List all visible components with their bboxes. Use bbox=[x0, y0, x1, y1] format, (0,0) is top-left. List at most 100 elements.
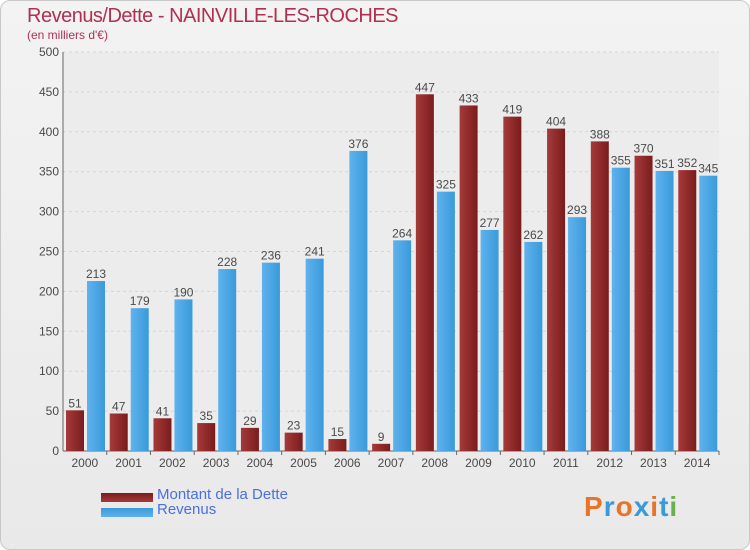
data-label-revenue: 376 bbox=[348, 137, 368, 151]
bar-revenue bbox=[524, 241, 543, 451]
logo-letter: t bbox=[659, 491, 670, 522]
data-label-revenue: 293 bbox=[567, 203, 587, 217]
data-label-revenue: 355 bbox=[611, 154, 631, 168]
bar-debt bbox=[678, 170, 697, 451]
bar-debt bbox=[284, 432, 303, 451]
x-tick-label: 2014 bbox=[684, 456, 711, 470]
bar-revenue bbox=[568, 217, 587, 451]
bar-revenue bbox=[436, 191, 455, 451]
data-label-revenue: 179 bbox=[130, 294, 150, 308]
logo-letter: o bbox=[615, 491, 634, 522]
bar-revenue bbox=[174, 299, 193, 451]
logo-letter: i bbox=[650, 491, 660, 522]
bar-debt bbox=[66, 410, 84, 451]
x-tick-label: 2001 bbox=[115, 456, 142, 470]
bar-revenue bbox=[699, 175, 718, 451]
data-label-debt: 29 bbox=[243, 414, 257, 428]
legend-label-revenue: Revenus bbox=[157, 501, 217, 518]
y-tick-label: 350 bbox=[39, 165, 59, 179]
data-label-revenue: 228 bbox=[217, 255, 237, 269]
legend-label-debt: Montant de la Dette bbox=[157, 486, 288, 503]
y-tick-label: 100 bbox=[39, 364, 59, 378]
bar-debt bbox=[590, 141, 609, 451]
y-tick-label: 300 bbox=[39, 205, 59, 219]
logo-letter: i bbox=[669, 491, 679, 522]
data-label-revenue: 236 bbox=[261, 249, 281, 263]
data-label-debt: 41 bbox=[156, 404, 170, 418]
bar-debt bbox=[547, 128, 566, 451]
bar-debt bbox=[459, 105, 478, 451]
legend-swatch-revenue bbox=[101, 508, 153, 517]
bar-debt bbox=[372, 443, 391, 451]
y-tick-label: 200 bbox=[39, 284, 59, 298]
legend-swatch-debt bbox=[101, 493, 153, 502]
x-tick-label: 2012 bbox=[596, 456, 623, 470]
bar-debt bbox=[328, 439, 347, 451]
bar-revenue bbox=[349, 150, 368, 451]
data-label-debt: 15 bbox=[331, 425, 345, 439]
data-label-debt: 388 bbox=[590, 127, 610, 141]
bar-revenue bbox=[480, 229, 499, 451]
proxiti-logo: Proxiti bbox=[584, 491, 678, 523]
x-tick-label: 2008 bbox=[421, 456, 448, 470]
x-tick-label: 2009 bbox=[465, 456, 492, 470]
y-tick-label: 250 bbox=[39, 245, 59, 259]
data-label-revenue: 190 bbox=[173, 285, 193, 299]
bar-revenue bbox=[655, 170, 674, 452]
y-tick-label: 450 bbox=[39, 85, 59, 99]
x-tick-label: 2002 bbox=[159, 456, 186, 470]
x-tick-label: 2005 bbox=[290, 456, 317, 470]
data-label-revenue: 277 bbox=[480, 216, 500, 230]
logo-letter: P bbox=[584, 491, 604, 522]
x-tick-label: 2003 bbox=[203, 456, 230, 470]
data-label-revenue: 213 bbox=[86, 267, 106, 281]
data-label-debt: 447 bbox=[415, 80, 435, 94]
x-tick-label: 2000 bbox=[72, 456, 99, 470]
logo-letter: r bbox=[603, 491, 616, 522]
data-label-debt: 47 bbox=[112, 399, 126, 413]
bar-debt bbox=[503, 116, 522, 451]
chart-subtitle: (en milliers d'€) bbox=[27, 28, 108, 42]
bar-revenue bbox=[611, 167, 630, 451]
y-tick-label: 400 bbox=[39, 125, 59, 139]
data-label-revenue: 345 bbox=[698, 162, 718, 176]
data-label-debt: 23 bbox=[287, 419, 301, 433]
y-tick-label: 150 bbox=[39, 324, 59, 338]
bar-debt bbox=[240, 427, 259, 451]
bar-revenue bbox=[393, 240, 412, 451]
y-tick-label: 500 bbox=[39, 45, 59, 59]
data-label-debt: 419 bbox=[502, 103, 522, 117]
y-tick-label: 50 bbox=[46, 404, 60, 418]
x-tick-label: 2013 bbox=[640, 456, 667, 470]
data-label-revenue: 264 bbox=[392, 226, 412, 240]
bar-debt bbox=[634, 155, 653, 452]
x-tick-label: 2010 bbox=[509, 456, 536, 470]
bar-debt bbox=[415, 94, 434, 451]
data-label-debt: 404 bbox=[546, 115, 566, 129]
data-label-debt: 51 bbox=[68, 396, 82, 410]
bar-revenue bbox=[261, 262, 280, 451]
logo-letter: x bbox=[633, 491, 651, 522]
chart-title: Revenus/Dette - NAINVILLE-LES-ROCHES bbox=[27, 5, 399, 27]
data-label-revenue: 241 bbox=[305, 245, 325, 259]
data-label-debt: 35 bbox=[200, 409, 214, 423]
x-tick-label: 2011 bbox=[553, 456, 579, 470]
bar-revenue bbox=[130, 308, 149, 451]
data-label-revenue: 325 bbox=[436, 178, 456, 192]
bar-revenue bbox=[218, 269, 237, 451]
data-label-debt: 433 bbox=[459, 91, 479, 105]
bar-debt bbox=[197, 423, 216, 451]
x-tick-label: 2006 bbox=[334, 456, 361, 470]
data-label-revenue: 262 bbox=[523, 228, 543, 242]
data-label-revenue: 351 bbox=[655, 157, 675, 171]
y-tick-label: 0 bbox=[52, 444, 59, 458]
data-label-debt: 9 bbox=[378, 430, 385, 444]
data-label-debt: 352 bbox=[677, 156, 697, 170]
bar-revenue bbox=[87, 281, 105, 451]
data-label-debt: 370 bbox=[634, 142, 654, 156]
x-tick-label: 2007 bbox=[378, 456, 405, 470]
x-tick-label: 2004 bbox=[246, 456, 273, 470]
bar-revenue bbox=[305, 258, 324, 451]
